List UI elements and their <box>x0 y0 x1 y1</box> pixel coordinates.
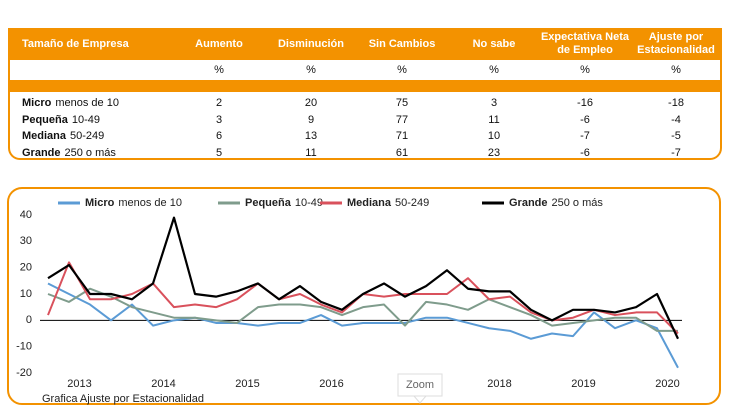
row-label: Pequeña 10-49 <box>22 114 100 127</box>
range: 10-49 <box>71 113 100 126</box>
y-tick-label: -10 <box>16 341 32 353</box>
y-tick-label: 40 <box>20 209 32 221</box>
unit-cell: % <box>306 64 316 76</box>
value-cell: 61 <box>395 146 409 159</box>
value-cell: 2 <box>215 97 223 109</box>
size: Mediana <box>22 130 67 142</box>
value-cell: -18 <box>668 97 684 109</box>
legend-label: Micro menos de 10 <box>85 197 182 209</box>
row-label: Mediana 50-249 <box>22 130 104 143</box>
row-label: Micro menos de 10 <box>22 97 119 110</box>
tooltip: Zoom <box>397 373 443 404</box>
value-cell: 71 <box>395 130 409 142</box>
size: Micro <box>22 97 52 109</box>
value-cell: -4 <box>671 113 681 126</box>
value-cell: -7 <box>671 146 681 159</box>
value-cell: 20 <box>304 97 318 109</box>
unit-cell: % <box>489 64 499 76</box>
legend-label: Grande 250 o más <box>509 197 603 209</box>
value-cell: 11 <box>305 146 317 159</box>
legend-range: 250 o más <box>552 197 604 209</box>
header-cell: Expectativa Neta de Empleo <box>540 31 630 56</box>
unit-cell: % <box>397 64 407 76</box>
value-cell: -16 <box>577 97 593 109</box>
table-frame <box>8 28 722 160</box>
value-cell: 9 <box>307 113 315 126</box>
tooltip-text: Zoom <box>406 379 434 391</box>
value-cell: 13 <box>304 130 318 142</box>
legend-range: menos de 10 <box>118 197 182 209</box>
header-cell: Ajuste por Estacionalidad <box>637 31 715 56</box>
x-tick-label: 2019 <box>571 378 595 390</box>
legend-range: 50-249 <box>395 197 429 209</box>
y-tick-label: 0 <box>26 314 32 326</box>
caption: Grafica Ajuste por Estacionalidad <box>42 393 204 405</box>
value-cell: 11 <box>488 113 500 126</box>
y-tick-label: 30 <box>20 235 32 247</box>
legend-label: Mediana 50-249 <box>347 197 429 209</box>
legend-range: 10-49 <box>295 197 323 209</box>
legend-label: Pequeña 10-49 <box>245 197 323 209</box>
y-tick-label: -20 <box>16 367 32 379</box>
series-line <box>47 287 678 332</box>
legend-name: Micro <box>85 197 115 209</box>
value-cell: 77 <box>395 113 409 126</box>
range: menos de 10 <box>55 97 119 109</box>
header-cell: Sin Cambios <box>368 38 436 50</box>
value-cell: 6 <box>215 130 223 142</box>
range: 250 o más <box>64 146 116 159</box>
series-line <box>47 282 679 369</box>
table-header-band <box>8 28 722 60</box>
x-tick-label: 2014 <box>151 378 175 390</box>
value-cell: -7 <box>580 130 590 142</box>
legend-name: Mediana <box>347 197 392 209</box>
x-tick-label: 2018 <box>487 378 511 390</box>
x-tick-label: 2016 <box>319 378 343 390</box>
header-cell: No sabe <box>472 38 516 50</box>
value-cell: 10 <box>487 130 501 142</box>
x-tick-label: 2015 <box>235 378 259 390</box>
unit-cell: % <box>671 64 681 76</box>
value-cell: 5 <box>215 146 223 159</box>
range: 50-249 <box>70 130 105 142</box>
size: Grande <box>22 146 61 159</box>
value-cell: -6 <box>580 113 590 126</box>
value-cell: 3 <box>215 113 223 126</box>
legend-name: Grande <box>509 197 548 209</box>
legend-name: Pequeña <box>245 197 292 209</box>
header-cell: Tamaño de Empresa <box>22 38 129 50</box>
value-cell: -6 <box>580 146 590 159</box>
row-label: Grande 250 o más <box>22 147 116 160</box>
chart-frame <box>7 187 721 405</box>
y-tick-label: 20 <box>20 262 32 274</box>
size: Pequeña <box>22 113 68 126</box>
value-cell: 3 <box>490 97 498 109</box>
value-cell: 75 <box>395 97 409 109</box>
series-line <box>47 216 679 340</box>
value-cell: -5 <box>671 130 681 142</box>
table-band <box>8 80 722 92</box>
unit-cell: % <box>580 64 590 76</box>
x-tick-label: 2020 <box>655 378 679 390</box>
x-tick-label: 2013 <box>67 378 91 390</box>
value-cell: 23 <box>487 146 501 159</box>
header-cell: Disminución <box>277 38 344 50</box>
y-tick-label: 10 <box>20 288 32 300</box>
unit-cell: % <box>214 64 224 76</box>
tooltip-pointer <box>412 395 428 404</box>
header-cell: Aumento <box>195 38 243 50</box>
